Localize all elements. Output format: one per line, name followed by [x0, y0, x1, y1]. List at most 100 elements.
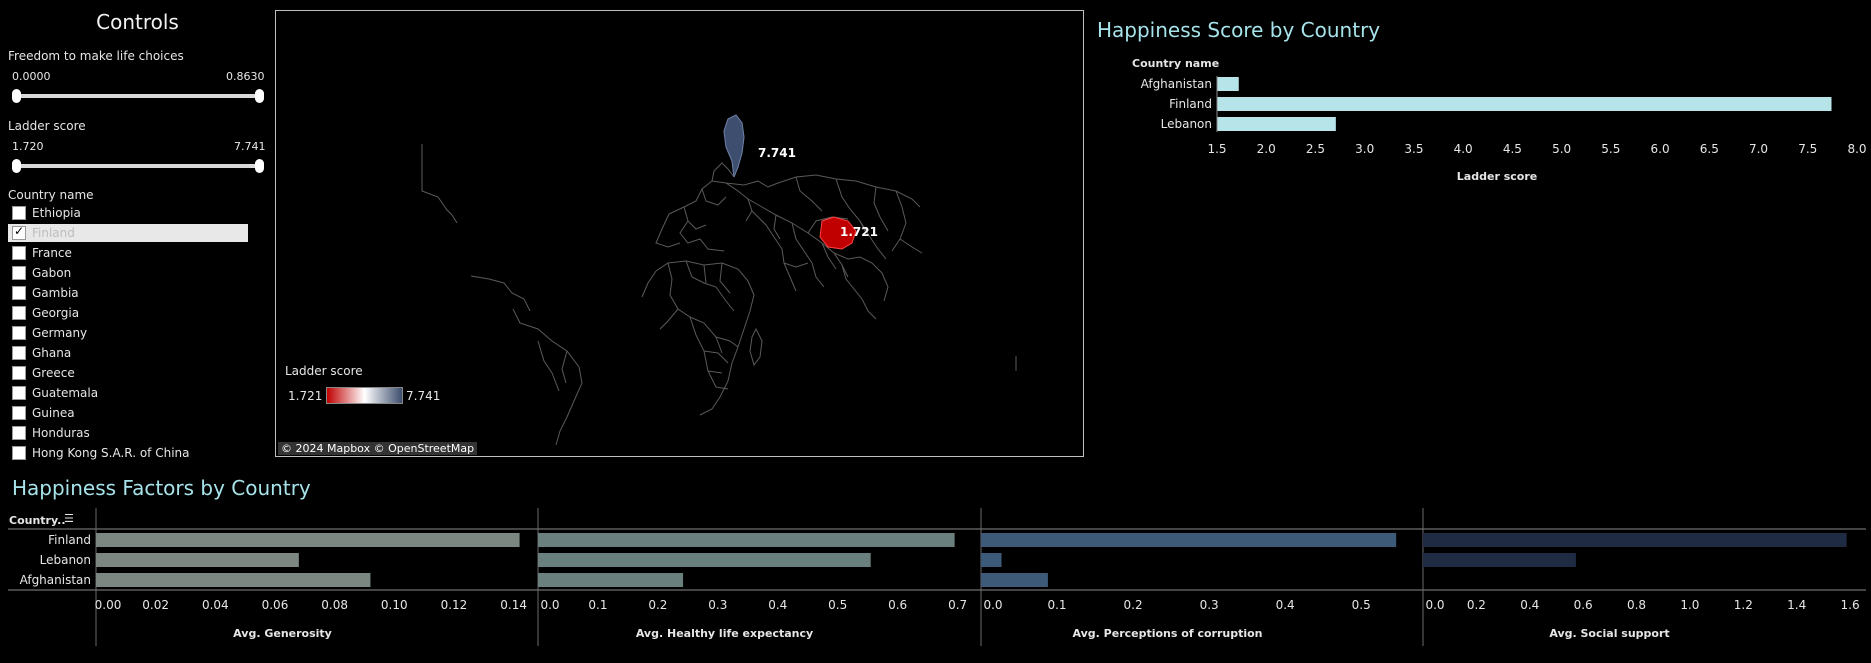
- score-tick-label: 2.5: [1306, 142, 1325, 156]
- score-chart: Afghanistan Finland Lebanon 1.5 2.0 2.5 3.0 3.5…: [1141, 76, 1867, 183]
- checkbox[interactable]: [12, 386, 26, 400]
- factor-tick-label: 0.2: [1467, 598, 1486, 612]
- factor-tick-label: 0.12: [441, 598, 468, 612]
- afghanistan-score-label: 1.721: [840, 225, 878, 239]
- country-filter-item[interactable]: ✓ Finland: [8, 224, 248, 242]
- score-axis-title: Ladder score: [1457, 170, 1537, 183]
- factor-tick-label: 0.4: [1276, 598, 1295, 612]
- map-attribution[interactable]: © 2024 Mapbox © OpenStreetMap: [278, 442, 478, 455]
- checkbox[interactable]: [12, 406, 26, 420]
- checkbox[interactable]: [12, 366, 26, 380]
- score-bar[interactable]: [1217, 97, 1832, 111]
- checkbox[interactable]: [12, 286, 26, 300]
- country-filter-item[interactable]: Germany: [8, 324, 248, 342]
- country-filter-item[interactable]: Georgia: [8, 304, 248, 322]
- country-filter-item[interactable]: Hong Kong S.A.R. of China: [8, 444, 248, 460]
- factor-tick-label: 0.2: [1124, 598, 1143, 612]
- country-filter-item-label: Germany: [32, 326, 88, 340]
- factor-tick-label: 0.2: [648, 598, 667, 612]
- score-tick-label: 6.5: [1700, 142, 1719, 156]
- checkbox[interactable]: [12, 246, 26, 260]
- country-filter-item[interactable]: France: [8, 244, 248, 262]
- country-filter-item-label: Gabon: [32, 266, 72, 280]
- score-bar[interactable]: [1217, 117, 1336, 131]
- factors-category-label: Afghanistan: [20, 573, 91, 587]
- afghanistan-region[interactable]: [819, 216, 857, 250]
- score-tick-label: 6.0: [1651, 142, 1670, 156]
- controls-title: Controls: [96, 10, 179, 34]
- country-filter-item[interactable]: Gabon: [8, 264, 248, 282]
- checkbox[interactable]: [12, 326, 26, 340]
- factor-tick-label: 0.00: [95, 598, 122, 612]
- checkbox[interactable]: [12, 346, 26, 360]
- factors-category-label: Lebanon: [40, 553, 91, 567]
- ladder-score-map[interactable]: 7.741 1.721 Ladder score 1.721 7.741 © 2…: [275, 10, 1084, 457]
- country-filter-item[interactable]: Guinea: [8, 404, 248, 422]
- factor-bar[interactable]: [96, 573, 371, 587]
- factor-tick-label: 0.1: [1047, 598, 1066, 612]
- checkbox[interactable]: ✓: [12, 224, 26, 240]
- score-category-label: Finland: [1169, 97, 1212, 111]
- country-filter-item-label: Finland: [32, 226, 75, 240]
- freedom-slider-max-handle[interactable]: [255, 89, 264, 103]
- score-tick-label: 8.0: [1847, 142, 1866, 156]
- country-filter-item-label: Ghana: [32, 346, 72, 360]
- country-filter-item-label: Guinea: [32, 406, 75, 420]
- factor-bar[interactable]: [96, 553, 299, 567]
- checkbox[interactable]: [12, 266, 26, 280]
- factor-bar[interactable]: [1423, 533, 1847, 547]
- factors-category-label: Finland: [48, 533, 91, 547]
- checkbox[interactable]: [12, 306, 26, 320]
- factor-axis-title: Avg. Generosity: [233, 627, 332, 640]
- map-legend-min: 1.721: [288, 389, 323, 403]
- country-filter-item[interactable]: Ethiopia: [8, 204, 248, 222]
- factors-chart: Finland Lebanon Afghanistan 0.00 0.02 0.04 0.0…: [8, 508, 1866, 646]
- country-filter-label: Country name: [8, 188, 94, 202]
- ladder-min-value: 1.720: [12, 140, 44, 153]
- ladder-slider-track[interactable]: [14, 164, 260, 168]
- score-bar[interactable]: [1217, 77, 1239, 91]
- factor-tick-label: 0.0: [1425, 598, 1444, 612]
- country-filter-item[interactable]: Greece: [8, 364, 248, 382]
- factor-tick-label: 0.10: [381, 598, 408, 612]
- factor-bar[interactable]: [538, 533, 955, 547]
- score-category-label: Lebanon: [1161, 117, 1212, 131]
- factor-bar[interactable]: [538, 553, 871, 567]
- country-filter-item[interactable]: Gambia: [8, 284, 248, 302]
- country-filter-item[interactable]: Honduras: [8, 424, 248, 442]
- country-filter-item[interactable]: Guatemala: [8, 384, 248, 402]
- country-filter-item-label: Ethiopia: [32, 206, 81, 220]
- country-filter-item-label: Gambia: [32, 286, 79, 300]
- ladder-slider-max-handle[interactable]: [255, 159, 264, 173]
- checkbox[interactable]: [12, 446, 26, 460]
- freedom-min-value: 0.0000: [12, 70, 51, 83]
- factor-bar[interactable]: [96, 533, 520, 547]
- country-filter-item[interactable]: Ghana: [8, 344, 248, 362]
- factors-chart-category-header: Country..: [9, 514, 66, 527]
- score-tick-label: 1.5: [1207, 142, 1226, 156]
- country-filter-list[interactable]: Ethiopia ✓ Finland France Gabon Gambia Georgia…: [8, 204, 253, 460]
- freedom-slider-min-handle[interactable]: [12, 89, 21, 103]
- country-filter-item-label: Georgia: [32, 306, 80, 320]
- map-legend-gradient: [326, 387, 403, 404]
- checkbox[interactable]: [12, 206, 26, 220]
- factor-tick-label: 0.3: [708, 598, 727, 612]
- sort-icon[interactable]: ☰: [64, 512, 74, 525]
- factor-bar[interactable]: [981, 573, 1048, 587]
- ladder-slider-min-handle[interactable]: [12, 159, 21, 173]
- freedom-slider-label: Freedom to make life choices: [8, 49, 184, 63]
- factor-bar[interactable]: [538, 573, 684, 587]
- factor-tick-label: 0.02: [142, 598, 169, 612]
- checkbox[interactable]: [12, 426, 26, 440]
- factor-bar[interactable]: [981, 533, 1397, 547]
- score-tick-label: 7.5: [1798, 142, 1817, 156]
- score-chart-category-header: Country name: [1132, 57, 1220, 70]
- freedom-max-value: 0.8630: [226, 70, 265, 83]
- factor-bar[interactable]: [1423, 553, 1576, 567]
- finland-region[interactable]: [723, 114, 745, 178]
- factor-tick-label: 0.4: [768, 598, 787, 612]
- freedom-slider-track[interactable]: [14, 94, 260, 98]
- factor-bar[interactable]: [981, 553, 1002, 567]
- score-tick-label: 4.0: [1454, 142, 1473, 156]
- factor-tick-label: 0.4: [1520, 598, 1539, 612]
